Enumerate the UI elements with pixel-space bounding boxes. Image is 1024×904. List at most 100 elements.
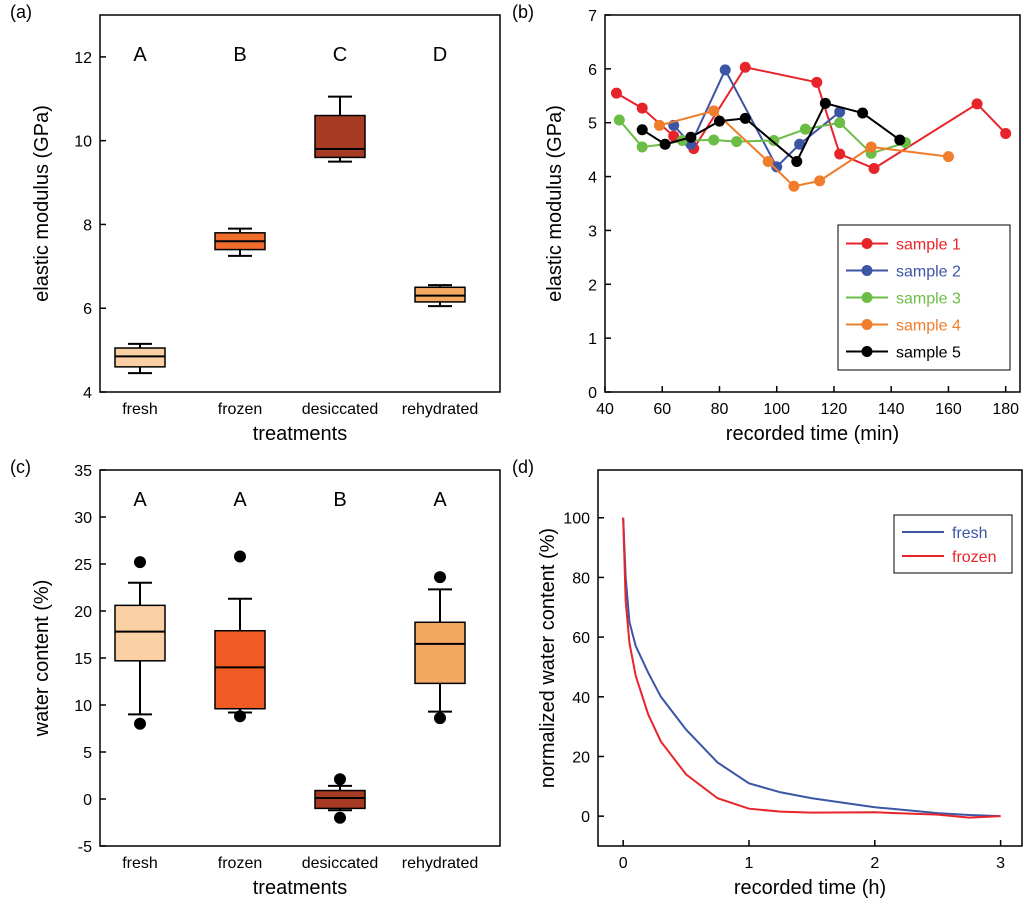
box (114, 604, 166, 662)
point (857, 107, 869, 119)
flier (134, 717, 146, 730)
series-line (622, 517, 1001, 818)
x-axis-label: treatments (253, 423, 347, 445)
point (708, 105, 720, 117)
x-tick-label: 1 (745, 855, 754, 872)
box (414, 286, 466, 303)
flier (434, 712, 446, 725)
x-tick-label: 60 (653, 401, 671, 418)
x-tick-label: 80 (711, 401, 729, 418)
y-tick-label: 60 (572, 630, 590, 647)
y-tick-label: 40 (572, 690, 590, 707)
point (739, 61, 751, 73)
point (834, 117, 846, 129)
plot-frame (597, 469, 1023, 847)
x-tick-label: frozen (218, 401, 262, 418)
legend-label: sample 4 (896, 318, 961, 335)
legend-marker (861, 319, 873, 330)
legend-marker (861, 292, 873, 303)
point (834, 106, 846, 118)
panel: (c) -5 0 5 10 15 20 25 30 35 treatments water conte… (10, 457, 501, 899)
legend-label: sample 5 (896, 345, 961, 362)
point (1000, 127, 1012, 139)
point (668, 130, 680, 142)
box (314, 789, 366, 810)
panel-label: (a) (10, 2, 32, 22)
point (834, 148, 846, 160)
y-tick-label: 12 (74, 50, 92, 67)
y-axis-label: elastic modulus (GPa) (31, 105, 53, 302)
y-tick-label: 1 (588, 331, 597, 348)
group-label: B (233, 44, 246, 66)
y-tick-label: 7 (588, 8, 597, 25)
point (610, 87, 622, 99)
point (819, 97, 831, 109)
box (414, 621, 466, 685)
y-tick-label: 10 (74, 698, 92, 715)
y-tick-label: 20 (74, 604, 92, 621)
point (636, 124, 648, 136)
point (814, 175, 826, 187)
point (768, 134, 780, 146)
point (791, 155, 803, 167)
x-tick-label: rehydrated (402, 855, 479, 872)
panel: (b) 0 1 2 3 4 5 6 7 recorded time (min) elastic mo… (512, 2, 1021, 445)
point (719, 64, 731, 76)
x-tick-label: rehydrated (402, 401, 479, 418)
plot-frame (99, 14, 501, 393)
x-tick-label: 180 (992, 401, 1019, 418)
x-tick-label: 160 (935, 401, 962, 418)
y-tick-label: 100 (563, 511, 590, 528)
flier (434, 571, 446, 584)
y-tick-label: 20 (572, 749, 590, 766)
point (788, 180, 800, 192)
legend-label: sample 3 (896, 291, 961, 308)
y-tick-label: 80 (572, 570, 590, 587)
box (114, 347, 166, 368)
panel-label: (d) (512, 457, 534, 477)
point (771, 161, 783, 173)
point (613, 114, 625, 126)
legend-label: sample 2 (896, 264, 961, 281)
group-label: A (233, 489, 247, 511)
flier (134, 556, 146, 569)
point (799, 123, 811, 135)
y-tick-label: 10 (74, 134, 92, 151)
point (894, 134, 906, 146)
point (865, 141, 877, 153)
x-tick-label: 140 (878, 401, 905, 418)
y-tick-label: 8 (83, 217, 92, 234)
point (739, 112, 751, 124)
x-tick-label: 2 (870, 855, 879, 872)
flier (234, 550, 246, 563)
point (636, 102, 648, 114)
y-axis-label: normalized water content (%) (537, 528, 559, 788)
x-axis-label: treatments (253, 877, 347, 899)
x-tick-label: fresh (122, 401, 158, 418)
y-tick-label: 35 (74, 463, 92, 480)
y-tick-label: 30 (74, 510, 92, 527)
x-axis-label: recorded time (h) (734, 877, 886, 899)
point (685, 131, 697, 143)
legend-label: fresh (952, 525, 988, 542)
flier (334, 773, 346, 786)
point (636, 141, 648, 153)
plot-frame (604, 14, 1021, 393)
point (811, 76, 823, 88)
y-tick-label: 0 (588, 385, 597, 402)
legend-marker (861, 265, 873, 276)
y-axis-label: water content (%) (31, 580, 53, 738)
y-tick-label: 0 (83, 792, 92, 809)
x-axis-label: recorded time (min) (726, 423, 899, 445)
flier (334, 811, 346, 824)
y-tick-label: 4 (83, 385, 92, 402)
point (653, 119, 665, 131)
point (762, 155, 774, 167)
y-tick-label: 5 (588, 116, 597, 133)
x-tick-label: desiccated (302, 401, 379, 418)
y-tick-label: 4 (588, 170, 597, 187)
group-label: B (333, 489, 346, 511)
